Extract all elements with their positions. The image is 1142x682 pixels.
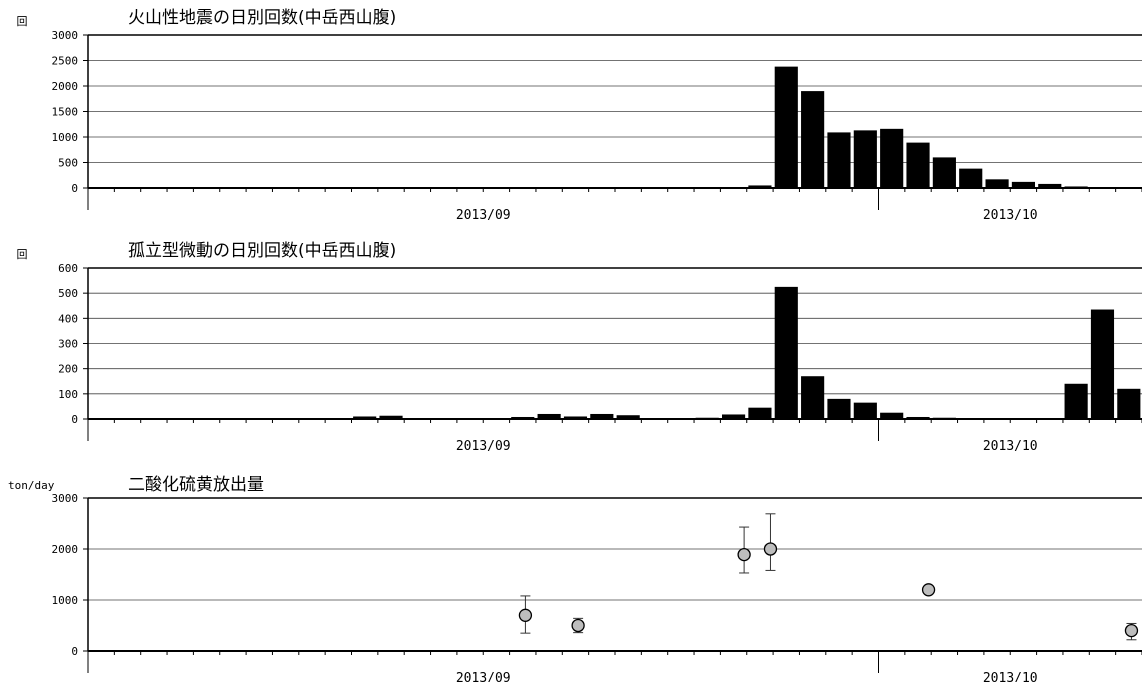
panel-1-bar <box>801 91 825 188</box>
panel-2-bar <box>353 416 377 419</box>
panel-3-ytick-label: 0 <box>71 645 78 658</box>
panel-2-bar <box>880 412 904 419</box>
panel-2-bar <box>827 398 851 419</box>
panel-1-ytick-label: 3000 <box>52 29 79 42</box>
panel-2-title: 孤立型微動の日別回数(中岳西山腹) <box>128 241 396 261</box>
panel-2-ylabel: 回 <box>17 248 28 261</box>
panel-1-ytick-label: 500 <box>58 157 78 170</box>
panel-1-ytick-label: 2500 <box>52 55 79 68</box>
panel-1-ylabel: 回 <box>17 15 28 28</box>
panel-2-bar <box>590 413 614 419</box>
panel-2-bar <box>853 402 877 419</box>
panel-1-bar <box>932 157 956 188</box>
panel-2-ytick-label: 600 <box>58 262 78 275</box>
panel-3-point <box>763 542 778 556</box>
panel-3-ytick-label: 2000 <box>52 543 79 556</box>
panel-2-bar <box>748 407 772 419</box>
panel-1-bar <box>1038 183 1062 188</box>
panel-2-ytick-label: 100 <box>58 388 78 401</box>
panel-3-ytick-label: 1000 <box>52 594 79 607</box>
panel-2-bar <box>906 416 930 419</box>
panel-3-point <box>571 618 585 633</box>
panel-2-bar <box>1090 309 1115 419</box>
panel-1-bar <box>880 128 904 188</box>
panel-2-ytick-label: 500 <box>58 287 78 300</box>
panel-1-bar <box>853 130 877 188</box>
panel-1-bar <box>774 66 798 188</box>
panel-3-date-label: 2013/10 <box>983 671 1038 682</box>
panel-1-title: 火山性地震の日別回数(中岳西山腹) <box>128 8 396 28</box>
panel-1-bar <box>985 179 1009 188</box>
panel-1-bar <box>959 168 983 188</box>
panel-2-bar <box>1064 383 1088 419</box>
panel-2-ytick-label: 200 <box>58 363 78 376</box>
panel-1-ytick-label: 1000 <box>52 131 79 144</box>
panel-2-bar <box>801 376 825 419</box>
panel-2-bar <box>379 415 403 419</box>
panel-2-ytick-label: 0 <box>71 413 78 426</box>
panel-2-bar <box>722 414 746 419</box>
panel-1-bar <box>827 132 851 188</box>
panel-1-date-label: 2013/10 <box>983 208 1038 223</box>
panel-2-bar <box>563 416 588 419</box>
panel-1-bar <box>1011 181 1035 188</box>
panel-3-title: 二酸化硫黄放出量 <box>128 475 264 495</box>
panel-2-ytick-label: 400 <box>58 312 78 325</box>
panel-3-ylabel: ton/day <box>8 479 55 492</box>
panel-1-bar <box>748 185 772 188</box>
panel-3-point <box>737 547 751 562</box>
panel-3-date-label: 2013/09 <box>456 671 511 682</box>
panel-2-bar <box>1117 388 1141 419</box>
isolated-tremor-count-panel: 回 孤立型微動の日別回数(中岳西山腹) 0 100 200 300 400 500 600 2… <box>17 241 1142 454</box>
panel-3-point <box>1124 623 1139 638</box>
panel-2-date-label: 2013/09 <box>456 439 511 454</box>
panel-2-bar <box>537 413 561 419</box>
panel-3-point <box>518 608 533 622</box>
panel-1-ytick-label: 2000 <box>52 80 79 93</box>
panel-2-bar <box>511 416 535 419</box>
panel-2-ytick-label: 300 <box>58 338 78 351</box>
earthquake-count-panel: 回 火山性地震の日別回数(中岳西山腹) 0 500 1000 1500 2000 2500… <box>17 8 1142 223</box>
panel-2-bar <box>774 286 798 419</box>
panel-3-ytick-label: 3000 <box>52 492 79 505</box>
panel-2-bar <box>616 415 640 419</box>
panel-1-ytick-label: 0 <box>71 182 78 195</box>
panel-1-bar <box>906 142 930 188</box>
panel-3-point <box>921 583 936 597</box>
panel-2-date-label: 2013/10 <box>983 439 1038 454</box>
so2-emission-panel: ton/day 二酸化硫黄放出量 0 1000 2000 3000 2013/09 201… <box>8 475 1142 682</box>
panel-1-date-label: 2013/09 <box>456 208 511 223</box>
panel-1-ytick-label: 1500 <box>52 106 79 119</box>
